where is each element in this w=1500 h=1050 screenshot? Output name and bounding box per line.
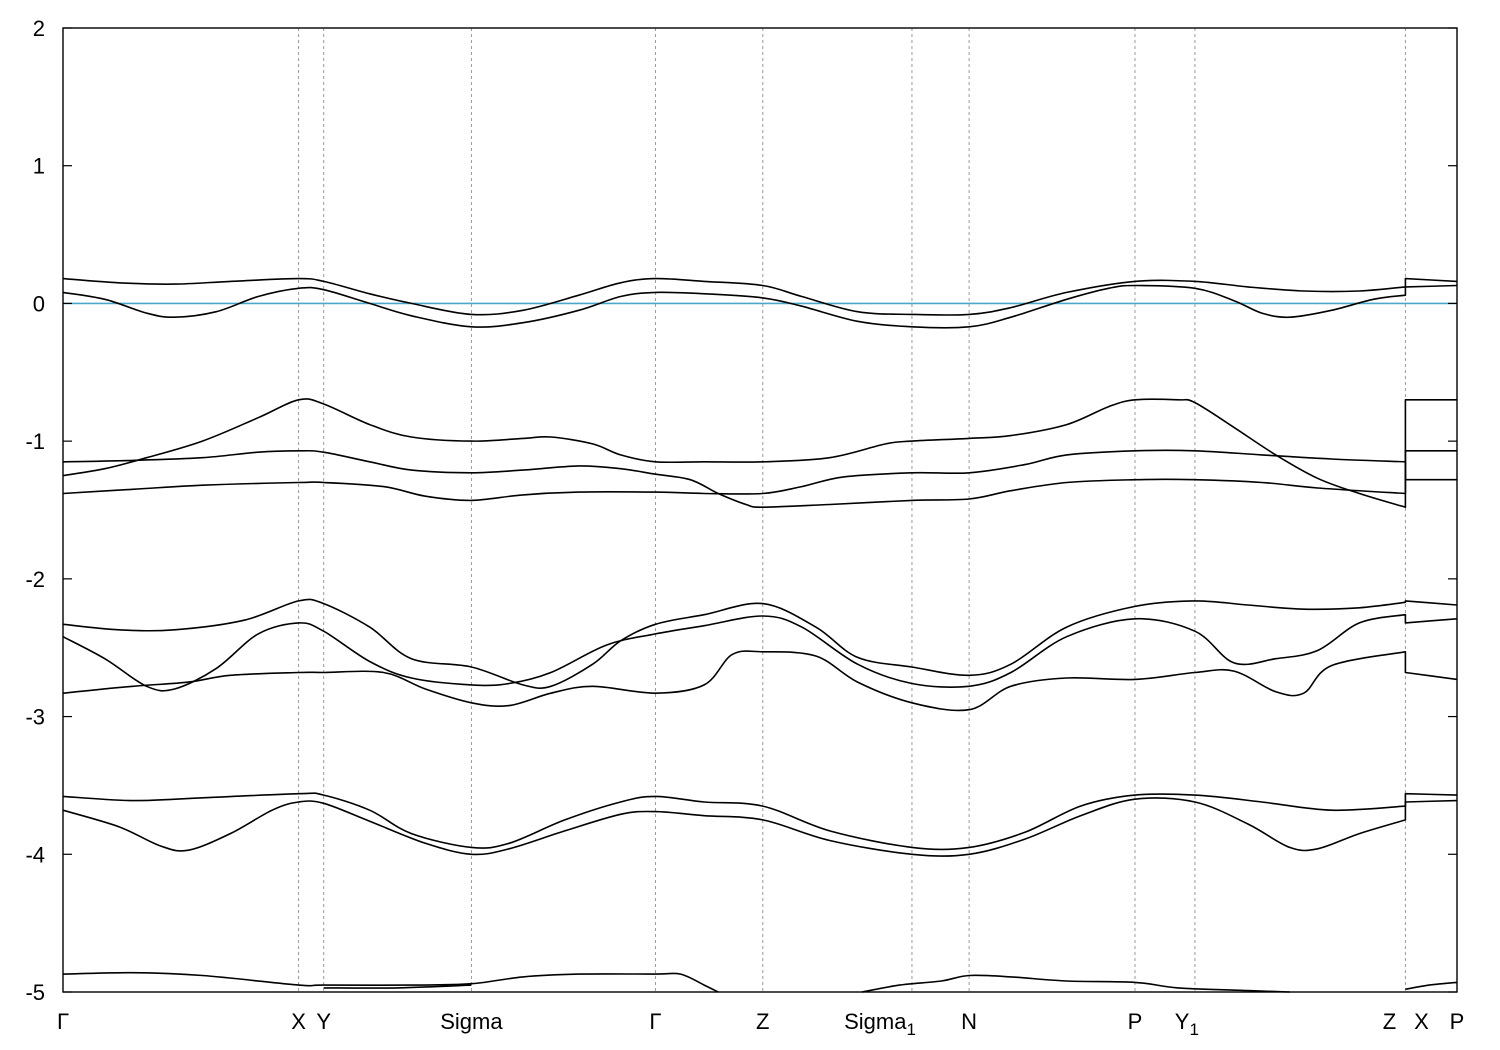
x-tick-label: Sigma1 xyxy=(844,1009,916,1039)
x-axis-ticks: Γ X Y Sigma Γ Z Sigma1 N P Y1 Z X P xyxy=(57,1009,1464,1039)
band-line-10 xyxy=(62,797,1458,857)
x-tick-label: Γ xyxy=(57,1009,69,1034)
x-tick-label: P xyxy=(1450,1009,1465,1034)
band-line-4 xyxy=(62,449,1457,508)
plot-frame xyxy=(62,27,1458,993)
band-line-9 xyxy=(62,792,1458,851)
y-tick-label: 1 xyxy=(33,154,45,179)
band-line-3 xyxy=(62,398,1457,508)
band-line-8 xyxy=(62,650,1458,712)
x-tick-label: X xyxy=(1414,1009,1429,1034)
x-tick-label: Γ xyxy=(649,1009,661,1034)
kpoint-gridlines xyxy=(298,28,1406,992)
x-tick-label: P xyxy=(1128,1009,1143,1034)
band-line-14 xyxy=(323,984,472,989)
x-tick-subscript: 1 xyxy=(1189,1020,1198,1039)
band-line-12 xyxy=(861,974,1290,993)
x-tick-label: Y xyxy=(316,1009,331,1034)
band-line-6 xyxy=(62,598,1458,689)
band-line-1 xyxy=(62,277,1458,316)
y-tick-label: -2 xyxy=(25,567,45,592)
x-tick-label: Y1 xyxy=(1175,1009,1199,1039)
band-line-7 xyxy=(62,613,1458,692)
x-tick-label: X xyxy=(291,1009,306,1034)
y-axis-ticks: 2 1 0 -1 -2 -3 -4 -5 xyxy=(25,16,1457,1005)
band-lines xyxy=(62,277,1458,993)
x-tick-subscript: 1 xyxy=(906,1020,915,1039)
band-line-13 xyxy=(1405,981,1458,990)
y-tick-label: -5 xyxy=(25,980,45,1005)
y-tick-label: -4 xyxy=(25,842,45,867)
x-tick-label: Z xyxy=(1383,1009,1396,1034)
x-tick-label: N xyxy=(961,1009,977,1034)
x-tick-label: Z xyxy=(756,1009,769,1034)
band-line-5 xyxy=(62,449,1457,502)
y-tick-label: 2 xyxy=(33,16,45,41)
y-tick-label: 0 xyxy=(33,291,45,316)
band-line-2 xyxy=(62,284,1458,329)
y-tick-label: -1 xyxy=(25,429,45,454)
y-tick-label: -3 xyxy=(25,705,45,730)
band-line-11 xyxy=(62,971,719,993)
x-tick-label: Sigma xyxy=(440,1009,503,1034)
